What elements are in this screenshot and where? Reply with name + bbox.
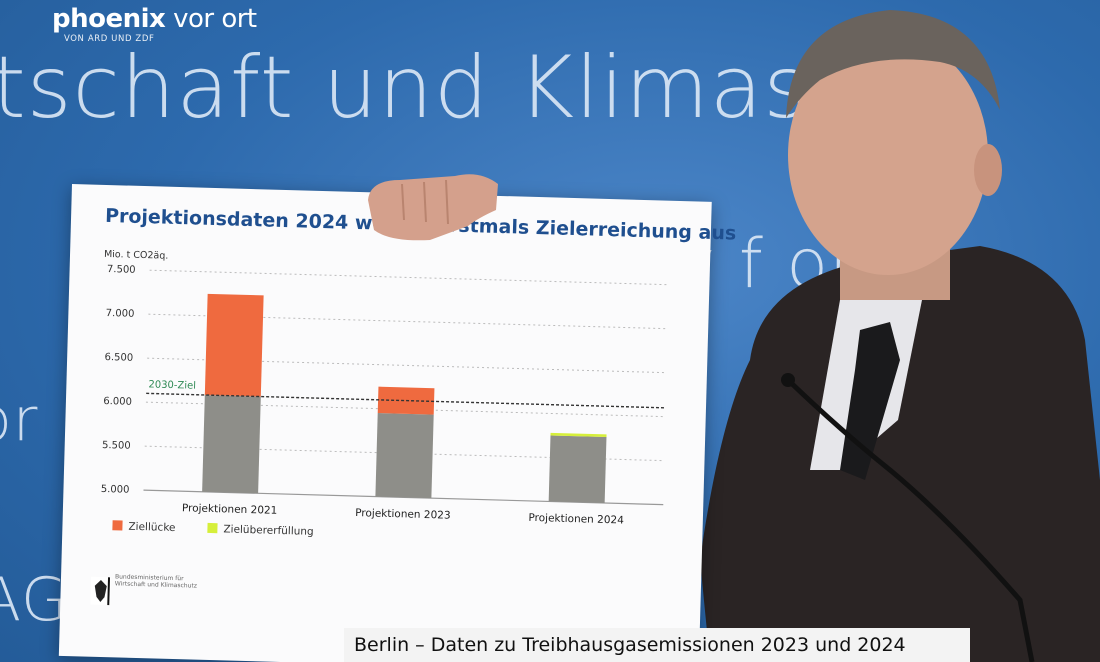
- y-tick-label: 6.500: [104, 352, 133, 364]
- bar-base: [202, 394, 261, 494]
- wall-text-line-3: or: [0, 385, 39, 455]
- logo-bold: phoenix: [52, 4, 166, 34]
- microphone-stand: [786, 378, 1035, 662]
- broadcaster-logo: phoenix vor ort VON ARD UND ZDF: [52, 4, 257, 44]
- legend-label: Zielübererfüllung: [223, 523, 314, 538]
- logo-wordmark: phoenix vor ort: [52, 4, 257, 34]
- bar-segment: [550, 432, 607, 438]
- bar-base: [375, 413, 434, 499]
- wall-text-line-1: tschaft und Klimasc z: [0, 38, 932, 138]
- category-label: Projektionen 2024: [528, 512, 624, 527]
- logo-light: vor ort: [165, 4, 257, 34]
- grid-line: [149, 269, 670, 286]
- federal-eagle-icon: [90, 576, 112, 606]
- y-tick-label: 5.000: [101, 484, 130, 496]
- microphone-head: [781, 373, 795, 387]
- goal-line: 2030-Ziel: [146, 379, 667, 409]
- y-tick-label: 6.000: [103, 396, 132, 408]
- speaker-hair: [786, 10, 1000, 118]
- speaker-face: [788, 35, 988, 275]
- poster-board: Projektionsdaten 2024 weisen erstmals Zi…: [58, 184, 737, 662]
- speaker-suit: [700, 246, 1100, 662]
- goal-line-dash: [146, 392, 667, 409]
- chart-legend: Ziellücke Zielübererfüllung: [112, 520, 314, 538]
- category-labels: Projektionen 2021 Projektionen 2023 Projek…: [182, 502, 625, 526]
- y-ticks: 5.000 5.500 6.000 6.500 7.000 7.500: [101, 264, 136, 496]
- category-label: Projektionen 2021: [182, 502, 278, 517]
- bar-base: [548, 435, 607, 503]
- bar-segment: [204, 293, 264, 397]
- y-tick-label: 5.500: [102, 440, 131, 452]
- y-axis-label: Mio. t CO2äq.: [104, 249, 169, 262]
- y-tick-label: 7.000: [106, 308, 135, 320]
- wall-text-line-4: AG: [0, 565, 69, 635]
- legend-swatch: [112, 520, 123, 531]
- legend-label: Ziellücke: [128, 521, 175, 534]
- lower-third-caption: Berlin – Daten zu Treibhausgasemissionen…: [344, 628, 970, 662]
- ministry-name: Bundesministerium für Wirtschaft und Kli…: [114, 573, 198, 590]
- y-tick-label: 7.500: [107, 264, 136, 276]
- logo-subline: VON ARD UND ZDF: [64, 34, 155, 44]
- legend-swatch: [207, 522, 218, 534]
- emissions-chart: Mio. t CO2äq. 5.000 5.500 6.000 6.500 7.000 7…: [101, 249, 670, 538]
- hand: [368, 174, 498, 241]
- speaker-figure: [700, 10, 1100, 662]
- speaker-ear: [974, 144, 1002, 196]
- goal-label: 2030-Ziel: [148, 379, 196, 391]
- category-label: Projektionen 2023: [355, 507, 451, 522]
